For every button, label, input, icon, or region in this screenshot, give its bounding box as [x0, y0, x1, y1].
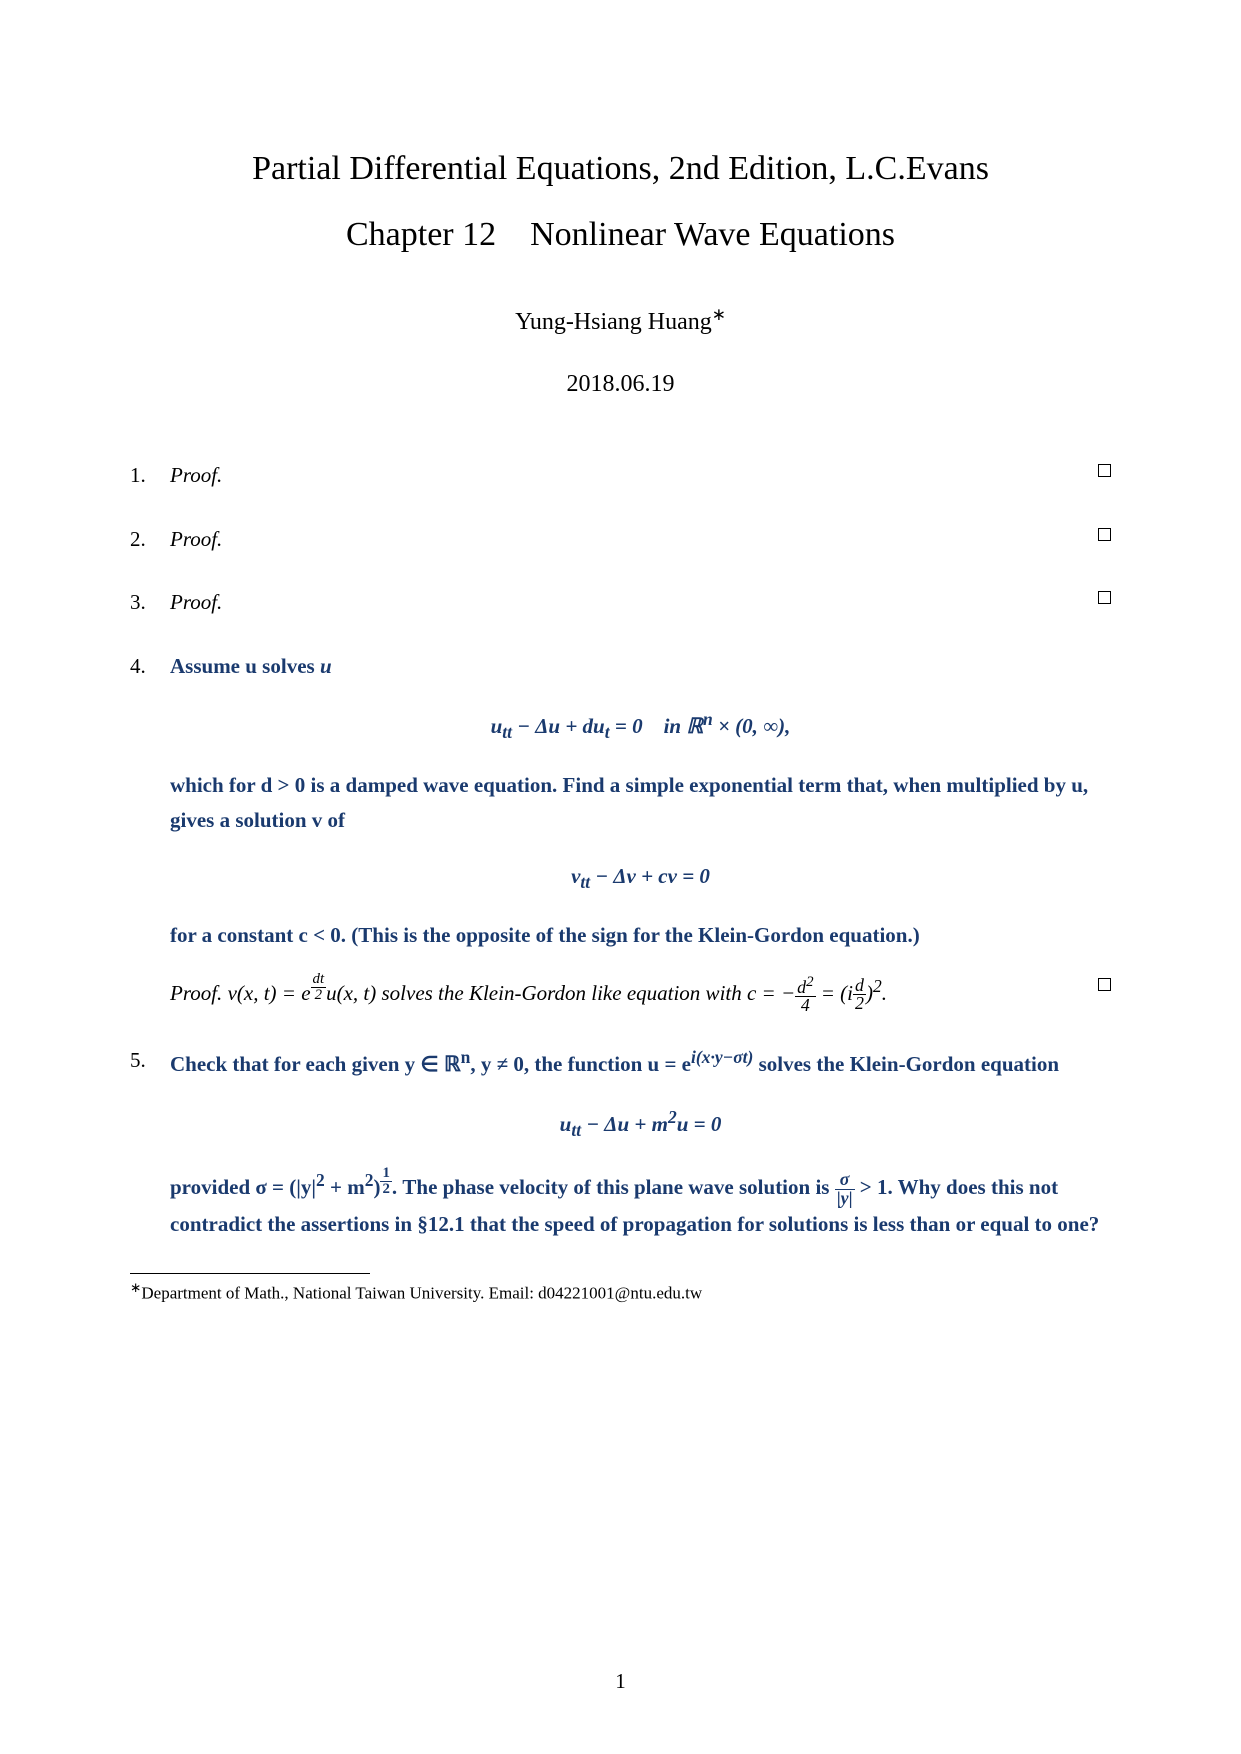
eq-sup: n — [703, 709, 713, 729]
footnote-star: ∗ — [130, 1280, 141, 1295]
sup-n: n — [461, 1047, 471, 1067]
equation-2: vtt − Δv + cv = 0 — [170, 859, 1111, 898]
item-2: 2. Proof. — [130, 522, 1111, 558]
text-e: + m — [325, 1175, 365, 1199]
footnote-text: Department of Math., National Taiwan Uni… — [141, 1284, 702, 1303]
text-d: provided σ = (|y| — [170, 1175, 316, 1199]
item-number: 5. — [130, 1043, 170, 1079]
eq-var: u — [560, 1112, 572, 1136]
para-1: which for d > 0 is a damped wave equatio… — [170, 773, 1088, 833]
eq-end: × (0, ∞), — [713, 714, 791, 738]
title-line2: Chapter 12 Nonlinear Wave Equations — [130, 216, 1111, 254]
problem-statement: Assume u solves u utt − Δu + dut = 0 in … — [170, 649, 1111, 954]
item-number: 4. — [130, 649, 170, 685]
eq-sub: tt — [571, 1120, 581, 1140]
eq-sub: tt — [502, 722, 512, 742]
item-body: Proof. — [170, 522, 1111, 558]
item-body: Proof. — [170, 585, 1111, 621]
item-number: 2. — [130, 522, 170, 558]
text-b: , y ≠ 0, the function u = e — [470, 1052, 691, 1076]
eq-var: u — [491, 714, 503, 738]
item-body: Assume u solves u utt − Δu + dut = 0 in … — [170, 649, 1111, 1015]
proof-body: Proof. v(x, t) = edt2u(x, t) solves the … — [170, 972, 1111, 1016]
author-name: Yung-Hsiang Huang — [515, 309, 712, 335]
page-number: 1 — [0, 1669, 1241, 1694]
item-5: 5. Check that for each given y ∈ ℝn, y ≠… — [130, 1043, 1111, 1243]
author-line: Yung-Hsiang Huang∗ — [130, 304, 1111, 336]
item-3: 3. Proof. — [130, 585, 1111, 621]
proof-text: ) — [866, 981, 873, 1005]
item-1: 1. Proof. — [130, 458, 1111, 494]
equation-3: utt − Δu + m2u = 0 — [170, 1103, 1111, 1146]
item-list: 1. Proof. 2. Proof. 3. Proof. 4. Assume … — [130, 458, 1111, 1243]
qed-box — [1098, 464, 1111, 477]
eq-mid: − Δv + cv = 0 — [590, 864, 710, 888]
proof-text: v(x, t) = e — [228, 981, 311, 1005]
proof-label: Proof. — [170, 981, 222, 1005]
eq-rhs: = 0 in ℝ — [610, 714, 703, 738]
qed-box — [1098, 528, 1111, 541]
item-number: 3. — [130, 585, 170, 621]
proof-label: Proof. — [170, 463, 222, 487]
proof-text: u(x, t) solves the Klein-Gordon like equ… — [326, 981, 795, 1005]
item-body: Check that for each given y ∈ ℝn, y ≠ 0,… — [170, 1043, 1111, 1243]
item-4: 4. Assume u solves u utt − Δu + dut = 0 … — [130, 649, 1111, 1015]
title-block: Partial Differential Equations, 2nd Edit… — [130, 150, 1111, 398]
title-line1: Partial Differential Equations, 2nd Edit… — [130, 150, 1111, 188]
text-a: Check that for each given y ∈ ℝ — [170, 1052, 461, 1076]
problem-statement: Check that for each given y ∈ ℝn, y ≠ 0,… — [170, 1043, 1111, 1243]
eq-sub: tt — [580, 872, 590, 892]
eq-sup: 2 — [668, 1107, 677, 1127]
proof-label: Proof. — [170, 527, 222, 551]
para-2: for a constant c < 0. (This is the oppos… — [170, 923, 920, 947]
footnote: ∗Department of Math., National Taiwan Un… — [130, 1280, 1111, 1304]
eq-mid: − Δu + m — [581, 1112, 668, 1136]
proof-text: . — [882, 981, 887, 1005]
proof-text: = (i — [816, 981, 854, 1005]
footnote-marker: ∗ — [712, 305, 726, 324]
equation-1: utt − Δu + dut = 0 in ℝn × (0, ∞), — [170, 705, 1111, 748]
eq-end: u = 0 — [677, 1112, 722, 1136]
item-number: 1. — [130, 458, 170, 494]
eq-mid: − Δu + du — [512, 714, 605, 738]
eq-var: v — [571, 864, 580, 888]
date: 2018.06.19 — [130, 371, 1111, 398]
intro-text: Assume u solves — [170, 654, 315, 678]
sup-2: 2 — [316, 1170, 325, 1190]
footnote-rule — [130, 1273, 370, 1274]
text-g: . The phase velocity of this plane wave … — [392, 1175, 835, 1199]
item-body: Proof. — [170, 458, 1111, 494]
text-c: solves the Klein-Gordon equation — [753, 1052, 1059, 1076]
sup-exp: i(x·y−σt) — [691, 1047, 753, 1067]
qed-box — [1098, 591, 1111, 604]
proof-math: v(x, t) = edt2u(x, t) solves the Klein-G… — [228, 981, 887, 1005]
proof-label: Proof. — [170, 590, 222, 614]
qed-box — [1098, 978, 1111, 991]
